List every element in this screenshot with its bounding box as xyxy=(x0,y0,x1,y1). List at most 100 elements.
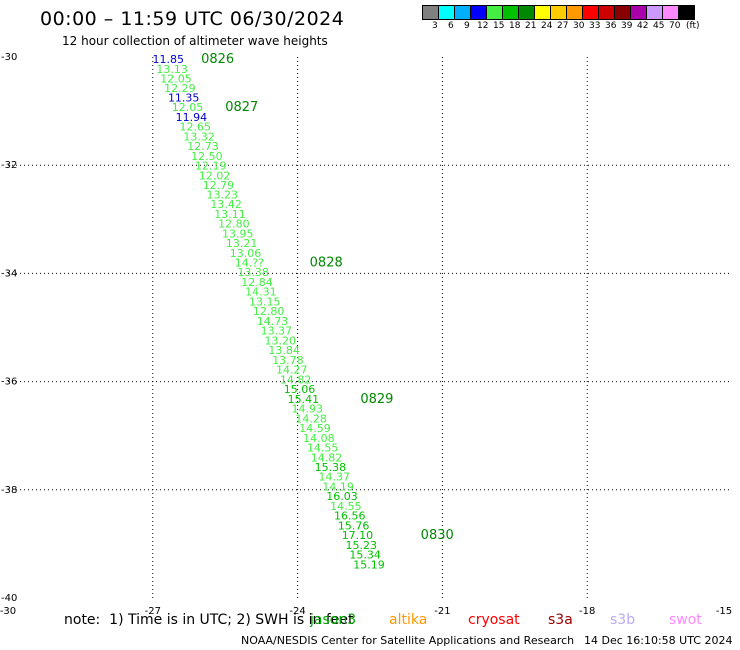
swh-reading: 15.06 xyxy=(284,383,316,396)
legend-label: 30 xyxy=(573,21,585,31)
swh-reading: 12.65 xyxy=(180,121,212,134)
swh-reading: 13.06 xyxy=(230,247,262,260)
swh-reading: 12.02 xyxy=(199,169,231,182)
altimeter-track: 11.8513.1312.0512.2911.3512.0511.9412.65… xyxy=(152,53,384,571)
swh-reading: 13.95 xyxy=(222,227,254,240)
generated-timestamp: 14 Dec 16:10:58 UTC 2024 xyxy=(584,634,733,647)
page-title: 00:00 – 11:59 UTC 06/30/2024 xyxy=(40,8,345,30)
swh-reading: 12.73 xyxy=(187,140,219,153)
legend-label: 27 xyxy=(557,21,569,31)
legend-label: 12 xyxy=(477,21,489,31)
swh-reading: 12.80 xyxy=(253,305,285,318)
swh-reading: 16.56 xyxy=(334,510,366,523)
credit-line: NOAA/NESDIS Center for Satellite Applica… xyxy=(241,634,575,647)
lon-tick-label: -21 xyxy=(434,606,450,617)
swh-reading: 14.82 xyxy=(280,373,312,386)
swh-reading: 13.42 xyxy=(210,198,242,211)
legend-label: 36 xyxy=(605,21,617,31)
units-note: note: 1) Time is in UTC; 2) SWH is in fe… xyxy=(64,612,354,628)
date-labels: 0826 0827 0828 0829 0830 xyxy=(201,52,454,543)
color-legend xyxy=(422,5,695,21)
swh-reading: 15.34 xyxy=(349,549,381,562)
swh-reading: 12.50 xyxy=(191,150,223,163)
legend-label: 39 xyxy=(621,21,633,31)
swh-reading: 14.55 xyxy=(307,442,339,455)
swh-reading: 12.05 xyxy=(160,73,192,86)
swh-reading: 15.23 xyxy=(346,539,378,552)
swh-reading: 13.78 xyxy=(272,354,304,367)
legend-label: 3 xyxy=(432,21,438,31)
swh-reading: 11.35 xyxy=(168,91,200,104)
lat-tick-label: -36 xyxy=(1,377,17,388)
swh-reading: 14.19 xyxy=(322,480,354,493)
lon-tick-label: -18 xyxy=(579,606,595,617)
lon-tick-label: -27 xyxy=(145,606,161,617)
legend-label: 33 xyxy=(589,21,601,31)
swh-reading: 13.21 xyxy=(226,237,258,250)
legend-label: 24 xyxy=(541,21,553,31)
legend-unit: (ft) xyxy=(686,21,700,31)
page-subtitle: 12 hour collection of altimeter wave hei… xyxy=(62,34,328,48)
legend-label: 70 xyxy=(669,21,681,31)
swh-reading: 12.80 xyxy=(218,218,250,231)
legend-label: 6 xyxy=(448,21,454,31)
swh-reading: 16.03 xyxy=(326,490,358,503)
time-label: 0830 xyxy=(421,528,454,543)
swh-reading: 14.93 xyxy=(292,403,324,416)
swh-reading: 14.59 xyxy=(299,422,331,435)
time-label: 0828 xyxy=(310,255,343,270)
swh-reading: 15.19 xyxy=(353,558,385,571)
lat-tick-label: -34 xyxy=(1,268,17,279)
swh-reading: 13.15 xyxy=(249,295,281,308)
satellite-swot: swot xyxy=(669,612,702,628)
swh-reading: 11.94 xyxy=(176,111,208,124)
satellite-altika: altika xyxy=(389,612,428,628)
satellite-cryosat: cryosat xyxy=(468,612,520,628)
lon-tick-label: -15 xyxy=(716,606,732,617)
swh-reading: 15.41 xyxy=(288,393,320,406)
swh-reading: 12.79 xyxy=(203,179,235,192)
lon-tick-label: -24 xyxy=(289,606,305,617)
satellite-jason3: jason3 xyxy=(310,612,357,628)
swh-reading: 13.37 xyxy=(261,325,293,338)
swh-reading: 12.29 xyxy=(164,82,196,95)
swh-reading: 14.?? xyxy=(235,256,264,269)
legend-label: 15 xyxy=(493,21,505,31)
swh-reading: 14.37 xyxy=(319,471,351,484)
swh-reading: 14.31 xyxy=(245,286,277,299)
swh-reading: 12.19 xyxy=(195,160,227,173)
lon-tick-label: -30 xyxy=(0,606,16,617)
legend-swatch xyxy=(678,5,695,20)
swh-reading: 14.82 xyxy=(311,451,343,464)
legend-label: 42 xyxy=(637,21,649,31)
map-tick-labels: -30 -27 -24 -21 -18 -15 -30 -32 -34 -36 -38 -40 xyxy=(0,52,732,617)
lat-tick-label: -30 xyxy=(1,52,17,63)
swh-reading: 11.85 xyxy=(152,53,184,66)
legend-label: 45 xyxy=(653,21,665,31)
swh-reading: 13.20 xyxy=(264,334,296,347)
legend-label: 21 xyxy=(525,21,537,31)
swh-reading: 12.05 xyxy=(172,101,204,114)
color-legend-labels: 3 6 9 12 15 18 21 24 27 30 33 36 39 42 45 70 (ft) xyxy=(422,21,740,33)
swh-reading: 17.10 xyxy=(342,529,374,542)
swh-reading: 14.27 xyxy=(276,364,308,377)
lat-tick-label: -32 xyxy=(1,160,17,171)
time-label: 0829 xyxy=(360,392,393,407)
swh-reading: 13.32 xyxy=(183,130,215,143)
legend-label: 9 xyxy=(464,21,470,31)
time-label: 0826 xyxy=(201,52,234,67)
satellite-s3b: s3b xyxy=(610,612,636,628)
swh-reading: 15.76 xyxy=(338,519,370,532)
swh-reading: 13.38 xyxy=(237,266,269,279)
swh-reading: 13.84 xyxy=(268,344,300,357)
time-label: 0827 xyxy=(225,100,258,115)
lat-tick-label: -38 xyxy=(1,485,17,496)
map-grid xyxy=(8,57,732,598)
swh-reading: 14.08 xyxy=(303,432,335,445)
swh-reading: 14.28 xyxy=(295,412,327,425)
swh-reading: 13.11 xyxy=(214,208,246,221)
swh-reading: 13.13 xyxy=(156,63,188,76)
swh-reading: 13.23 xyxy=(207,188,239,201)
swh-reading: 14.73 xyxy=(257,315,289,328)
